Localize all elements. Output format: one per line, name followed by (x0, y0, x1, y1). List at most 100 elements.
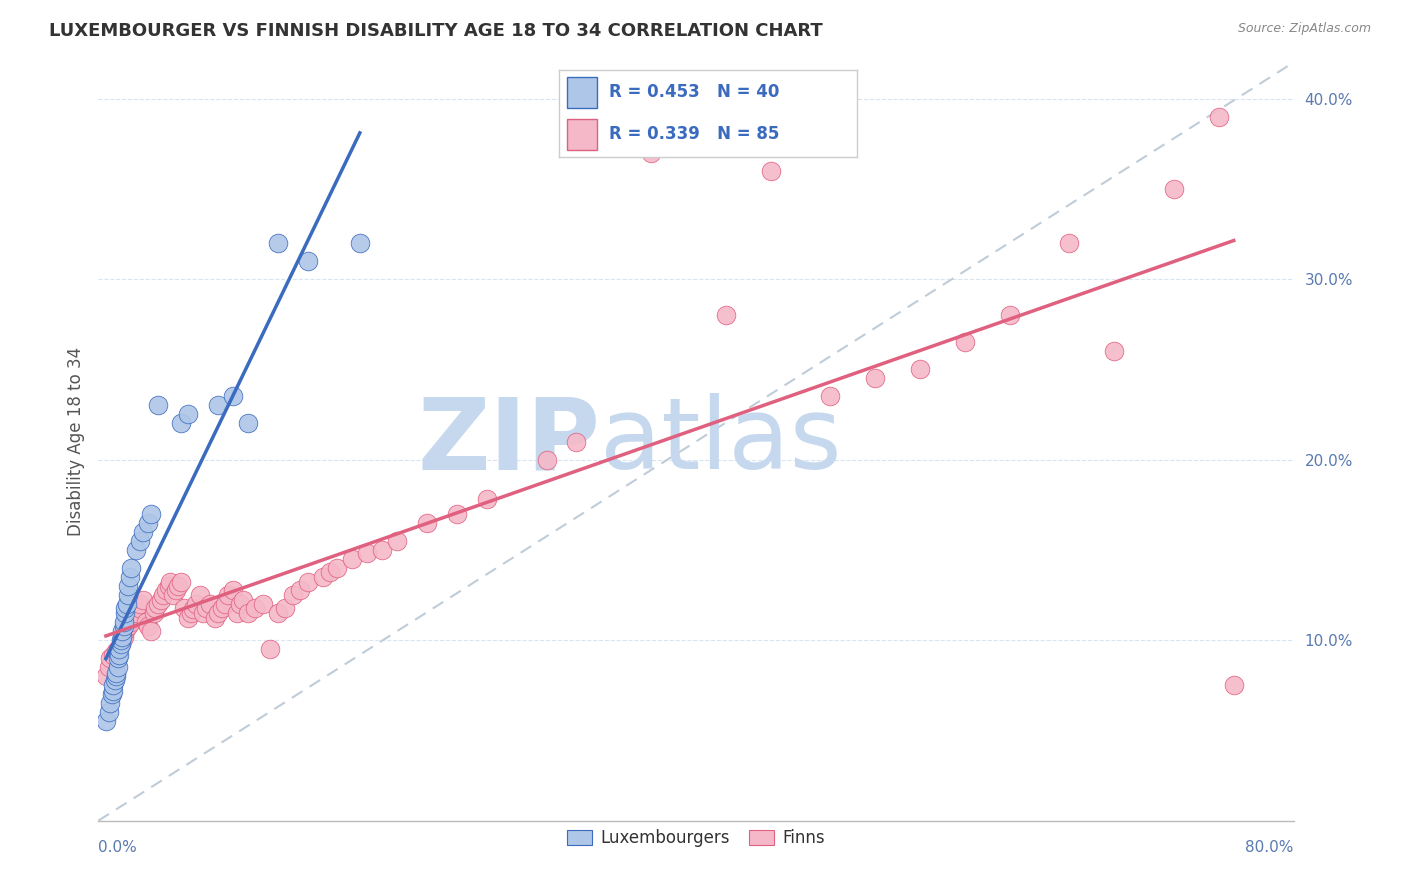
Point (281, 588, 304, 602)
Point (152, 588, 174, 602)
Point (110, 637, 132, 651)
Point (125, 606, 148, 620)
Point (110, 637, 132, 651)
Point (759, 163, 782, 178)
Point (125, 542, 148, 557)
Point (98, 696, 122, 710)
Point (117, 618, 139, 632)
Point (103, 678, 125, 692)
Point (121, 611, 143, 625)
Point (536, 452, 558, 467)
Point (107, 651, 129, 665)
Point (111, 630, 134, 644)
Point (128, 600, 150, 615)
Point (326, 561, 349, 575)
Point (105, 644, 128, 658)
Point (177, 408, 200, 422)
Point (173, 600, 195, 615)
Point (115, 620, 138, 634)
Point (356, 546, 378, 560)
Point (148, 597, 170, 611)
Point (136, 618, 159, 632)
Point (177, 611, 200, 625)
Point (565, 434, 588, 449)
Point (267, 606, 290, 620)
Point (319, 565, 342, 579)
Point (111, 633, 134, 648)
Y-axis label: Disability Age 18 to 34: Disability Age 18 to 34 (66, 347, 84, 536)
Text: 0.0%: 0.0% (98, 839, 138, 855)
Point (259, 642, 281, 657)
Point (371, 542, 394, 557)
Point (101, 687, 124, 701)
Point (148, 399, 170, 413)
Point (217, 588, 239, 602)
Point (342, 552, 364, 566)
Point (108, 648, 131, 662)
Point (222, 389, 245, 403)
Point (166, 579, 188, 593)
Point (114, 606, 136, 620)
Point (162, 588, 184, 602)
Point (120, 561, 142, 575)
Point (105, 669, 128, 683)
Point (97, 660, 120, 674)
Point (107, 642, 129, 657)
Point (132, 593, 155, 607)
Point (714, 308, 737, 322)
Point (110, 633, 132, 648)
Point (117, 588, 139, 602)
Point (136, 516, 159, 530)
Point (229, 597, 252, 611)
Point (1163, 182, 1185, 196)
Text: LUXEMBOURGER VS FINNISH DISABILITY AGE 18 TO 34 CORRELATION CHART: LUXEMBOURGER VS FINNISH DISABILITY AGE 1… (49, 22, 823, 40)
Point (157, 579, 180, 593)
Point (236, 606, 259, 620)
Point (446, 507, 468, 521)
Point (188, 588, 211, 602)
Point (267, 235, 290, 250)
Point (865, 371, 887, 385)
Text: 80.0%: 80.0% (1246, 839, 1294, 855)
Point (112, 630, 135, 644)
Point (129, 597, 152, 611)
Point (311, 570, 333, 584)
Text: Source: ZipAtlas.com: Source: ZipAtlas.com (1237, 22, 1371, 36)
Point (112, 618, 135, 632)
Point (226, 606, 249, 620)
Point (107, 660, 129, 674)
Point (274, 600, 297, 615)
Point (103, 683, 125, 698)
Point (139, 507, 162, 521)
Point (139, 624, 162, 639)
Point (416, 516, 439, 530)
Point (94, 669, 117, 683)
Point (159, 575, 181, 590)
Point (105, 665, 128, 680)
Point (114, 624, 136, 639)
Point (236, 417, 259, 431)
Point (908, 362, 931, 376)
Point (640, 145, 662, 160)
Point (288, 582, 311, 597)
Point (245, 600, 267, 615)
Point (214, 597, 236, 611)
Point (211, 600, 233, 615)
Point (222, 582, 245, 597)
Point (103, 648, 125, 662)
Point (207, 399, 229, 413)
Point (953, 335, 976, 350)
Point (252, 597, 274, 611)
Point (191, 606, 214, 620)
Point (184, 597, 207, 611)
Text: atlas: atlas (600, 393, 842, 490)
Point (114, 600, 136, 615)
Point (115, 597, 138, 611)
Point (94, 714, 117, 729)
Point (1059, 235, 1081, 250)
Point (1104, 344, 1126, 359)
Point (169, 575, 191, 590)
Point (143, 600, 166, 615)
Point (207, 606, 229, 620)
Point (200, 597, 222, 611)
